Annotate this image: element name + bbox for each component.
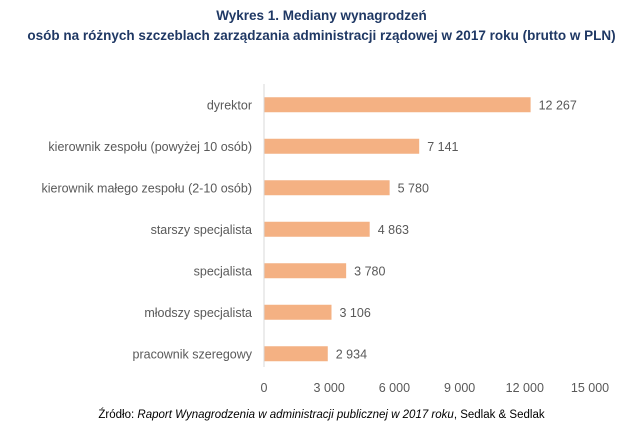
source-suffix: , Sedlak & Sedlak <box>453 409 545 421</box>
category-label: pracownik szeregowy <box>133 347 253 361</box>
category-label: dyrektor <box>207 98 252 112</box>
bar <box>264 138 420 154</box>
value-label: 4 863 <box>378 223 409 237</box>
category-label: kierownik zespołu (powyżej 10 osób) <box>48 140 252 154</box>
value-label: 3 106 <box>340 306 371 320</box>
x-tick-label: 12 000 <box>506 381 544 395</box>
source-report-title: Raport Wynagrodzenia w administracji pub… <box>137 409 454 421</box>
source-prefix: Źródło: <box>98 409 138 421</box>
value-label: 3 780 <box>354 264 385 278</box>
category-label: młodszy specjalista <box>144 306 252 320</box>
category-label: starszy specjalista <box>151 223 252 237</box>
x-tick-label: 9 000 <box>444 381 475 395</box>
category-label: specjalista <box>194 264 252 278</box>
chart-title-line-1: Wykres 1. Mediany wynagrodzeń <box>216 8 427 23</box>
bar-chart: dyrektor 12 267 kierownik zespołu (powyżej… <box>41 84 609 395</box>
bar <box>264 180 390 196</box>
value-label: 12 267 <box>539 98 577 112</box>
bar <box>264 346 328 362</box>
bar <box>264 97 531 113</box>
x-tick-label: 6 000 <box>379 381 410 395</box>
chart-title-line-2: osób na różnych szczeblach zarządzania a… <box>27 28 616 43</box>
source-note: Źródło: Raport Wynagrodzenia w administr… <box>0 409 643 421</box>
x-tick-label: 15 000 <box>571 381 609 395</box>
value-label: 2 934 <box>336 347 367 361</box>
bar <box>264 221 370 237</box>
category-label: kierownik małego zespołu (2-10 osób) <box>41 181 252 195</box>
x-tick-label: 3 000 <box>314 381 345 395</box>
value-label: 5 780 <box>398 181 429 195</box>
bar <box>264 263 347 279</box>
value-label: 7 141 <box>427 140 458 154</box>
bar <box>264 304 332 320</box>
x-tick-label: 0 <box>261 381 268 395</box>
